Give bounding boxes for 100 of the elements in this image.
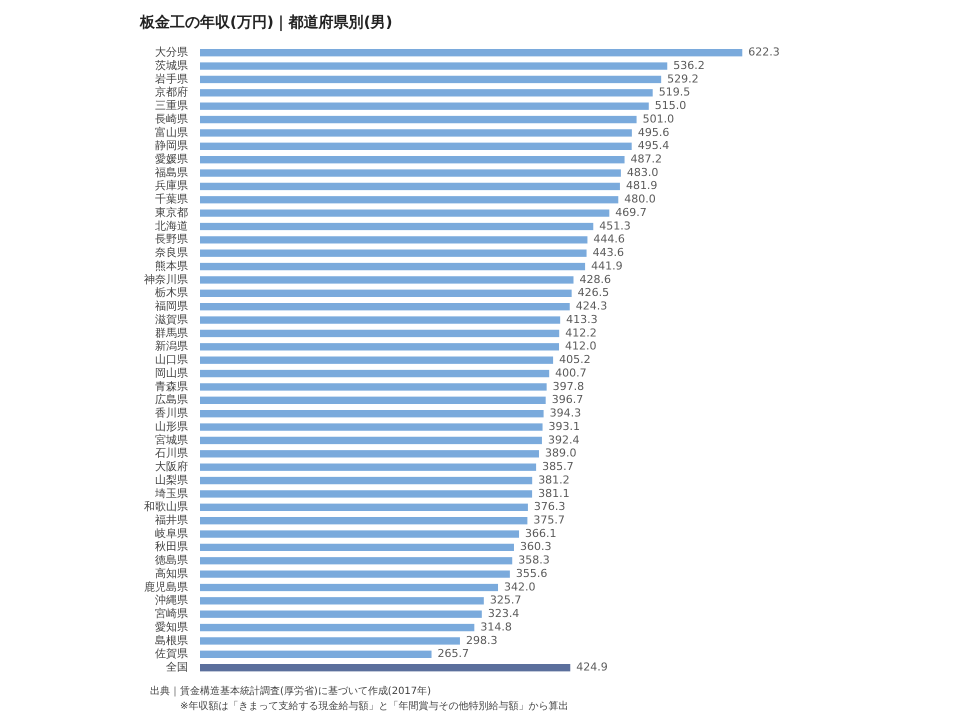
bar (200, 290, 572, 298)
data-label: 396.7 (552, 393, 584, 406)
y-tick-label: 徳島県 (155, 554, 188, 567)
bar (200, 49, 742, 56)
bar (200, 610, 482, 618)
data-label: 443.6 (592, 246, 624, 260)
bar (200, 450, 539, 458)
bar (200, 544, 514, 552)
y-tick-label: 新潟県 (155, 340, 188, 353)
y-tick-label: 東京都 (155, 206, 188, 219)
y-tick-label: 愛知県 (155, 620, 188, 634)
y-tick-label: 鹿児島県 (144, 580, 188, 594)
y-tick-label: 熊本県 (155, 259, 188, 272)
bar (200, 530, 520, 538)
bar (200, 463, 536, 471)
bar (200, 383, 547, 391)
y-tick-label: 山梨県 (155, 473, 188, 486)
y-tick-label: 神奈川県 (144, 272, 188, 286)
text: ※年収額は「きまって支給する現金給与額」と「年間賞与その他特別給与額」から算出 (179, 700, 568, 714)
y-tick-label: 岩手県 (155, 72, 188, 86)
data-label: 323.4 (488, 607, 520, 620)
bar (200, 222, 594, 230)
bar (200, 262, 586, 270)
bar (200, 129, 632, 137)
data-label: 495.4 (638, 139, 670, 152)
y-tick-label: 青森県 (155, 380, 188, 393)
data-label: 376.3 (534, 500, 566, 514)
data-label: 325.7 (490, 594, 522, 607)
bar (200, 330, 560, 338)
data-label: 366.1 (525, 526, 557, 540)
data-label: 426.5 (578, 286, 610, 300)
data-label: 441.9 (591, 259, 623, 272)
data-label: 412.2 (565, 326, 597, 340)
data-label: 342.0 (504, 580, 536, 594)
bar (200, 196, 618, 204)
data-label: 412.0 (565, 340, 597, 353)
bar (200, 624, 474, 632)
bar (200, 570, 510, 578)
y-tick-label: 滋賀県 (155, 312, 188, 326)
bar (200, 370, 550, 378)
y-tick-label: 高知県 (155, 566, 188, 580)
bar (200, 476, 532, 484)
y-tick-label: 栃木県 (155, 286, 188, 300)
y-tick-label: 大阪府 (155, 460, 188, 474)
bar (200, 316, 560, 324)
y-tick-label: 秋田県 (155, 540, 188, 554)
source-note: 出典｜賃金構造基本統計調査(厚労省)に基づいて作成(2017年) (150, 684, 432, 699)
data-label: 360.3 (520, 540, 552, 554)
bar (200, 303, 570, 310)
bar (200, 142, 632, 150)
y-tick-label: 広島県 (155, 393, 188, 406)
y-tick-label: 三重県 (155, 99, 188, 112)
data-label: 394.3 (550, 406, 582, 420)
bar (200, 597, 484, 605)
bar (200, 156, 625, 164)
data-label: 483.0 (626, 166, 658, 179)
data-label: 481.9 (626, 179, 658, 192)
data-label: 487.2 (630, 152, 662, 166)
bar (200, 343, 560, 351)
bar (200, 62, 668, 70)
bar (200, 584, 498, 592)
data-label: 451.3 (599, 219, 631, 232)
bar (200, 504, 528, 511)
data-label: 400.7 (555, 366, 587, 380)
y-tick-label: 北海道 (155, 219, 188, 232)
bar (200, 410, 544, 418)
y-tick-label: 福岡県 (155, 300, 188, 313)
bar (200, 182, 620, 190)
data-label: 389.0 (544, 446, 576, 460)
bar (200, 356, 554, 364)
data-label: 501.0 (642, 112, 674, 126)
y-tick-label: 宮崎県 (155, 607, 188, 620)
data-label: 314.8 (480, 620, 512, 634)
bar (200, 276, 574, 284)
data-label: 381.1 (538, 486, 570, 500)
data-label: 529.2 (667, 72, 699, 86)
y-tick-label: 京都府 (155, 86, 188, 99)
data-label: 298.3 (466, 634, 498, 647)
data-label: 519.5 (658, 86, 690, 99)
y-tick-label: 長崎県 (155, 112, 188, 126)
y-tick-label: 岐阜県 (155, 526, 188, 540)
bar (200, 169, 621, 177)
y-tick-label: 佐賀県 (155, 647, 188, 660)
data-label: 428.6 (579, 272, 611, 286)
data-label: 424.9 (576, 660, 608, 674)
bar (200, 236, 588, 244)
y-tick-label: 和歌山県 (144, 500, 188, 514)
bar (200, 89, 653, 96)
data-label: 469.7 (615, 206, 647, 219)
y-tick-label: 埼玉県 (154, 486, 188, 500)
bar (200, 650, 432, 658)
data-label: 385.7 (542, 460, 574, 474)
data-label: 413.3 (566, 312, 598, 326)
bar (200, 116, 637, 124)
data-label: 265.7 (438, 647, 470, 660)
data-label: 375.7 (533, 514, 565, 526)
y-tick-label: 大分県 (155, 46, 188, 59)
data-label: 381.2 (538, 473, 570, 486)
data-label: 424.3 (576, 300, 608, 313)
bar (200, 637, 460, 645)
